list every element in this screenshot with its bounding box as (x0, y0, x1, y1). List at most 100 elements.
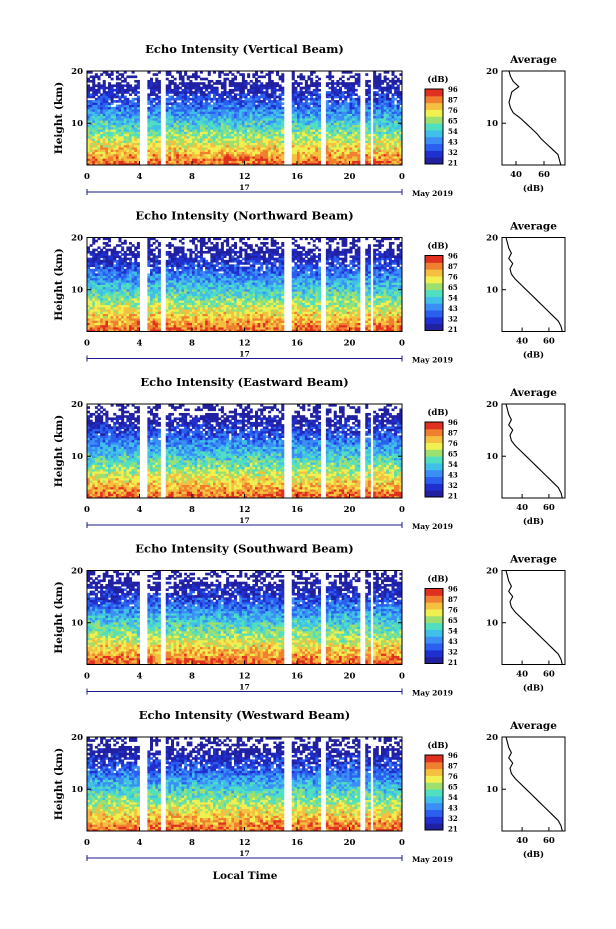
colorbar-segment (425, 768, 443, 776)
colorbar-tick: 65 (448, 283, 458, 292)
colorbar-segment (425, 761, 443, 770)
profile-xlabel: (dB) (523, 516, 544, 527)
colorbar-segment (425, 296, 443, 304)
day-label: 17 (239, 683, 249, 692)
x-tick-label: 0 (84, 838, 90, 848)
x-tick-label: 20 (344, 339, 356, 349)
profile-frame (501, 70, 566, 166)
colorbar-segment (425, 442, 443, 450)
colorbar-segment (425, 615, 443, 624)
profile-x-tick: 40 (516, 670, 528, 680)
x-tick-label: 20 (344, 505, 356, 515)
colorbar-segment (425, 428, 443, 437)
x-tick-label: 0 (84, 172, 90, 182)
colorbar-segment (425, 588, 443, 596)
profile-xlabel: (dB) (523, 183, 544, 194)
profile-x-tick: 40 (516, 836, 528, 846)
colorbar-tick: 54 (448, 460, 458, 469)
colorbar-tick: 54 (448, 627, 458, 636)
colorbar-tick: 87 (448, 595, 458, 604)
colorbar-tick: 87 (448, 262, 458, 271)
profile-y-tick: 20 (486, 67, 498, 77)
colorbar-segment (425, 649, 443, 658)
colorbar-tick: 96 (448, 418, 458, 427)
colorbar-segment (425, 282, 443, 291)
colorbar-segment (425, 643, 443, 651)
x-tick-label: 16 (291, 172, 303, 182)
x-tick-label: 8 (189, 672, 195, 682)
heatmap (87, 404, 403, 499)
colorbar-tick: 32 (448, 814, 458, 823)
x-tick-label: 4 (137, 339, 143, 349)
y-tick-label: 10 (71, 785, 83, 795)
date-label: May 2019 (412, 189, 453, 198)
colorbar-tick: 76 (448, 772, 458, 781)
profile-line (508, 70, 562, 166)
colorbar-tick: 21 (448, 325, 458, 334)
panel-title: Echo Intensity (Southward Beam) (135, 542, 353, 556)
colorbar-segment (425, 129, 443, 138)
colorbar-segment (425, 255, 443, 263)
colorbar-segment (425, 602, 443, 610)
x-tick-label: 0 (399, 505, 405, 515)
x-tick-label: 16 (291, 672, 303, 682)
colorbar-segment (425, 476, 443, 484)
colorbar-segment (425, 143, 443, 151)
date-label: May 2019 (412, 855, 453, 864)
profile-line (505, 570, 563, 665)
panel-1: Echo Intensity (Northward Beam) 20 10 0 4 8 12… (53, 209, 566, 365)
profile-y-tick: 10 (486, 785, 498, 795)
profile-x-tick: 60 (543, 337, 555, 347)
colorbar-segment (425, 303, 443, 311)
day-label: 17 (239, 350, 249, 359)
x-tick-label: 8 (189, 339, 195, 349)
colorbar-tick: 96 (448, 585, 458, 594)
colorbar-tick: 32 (448, 315, 458, 324)
colorbar-tick: 87 (448, 429, 458, 438)
profile-line (505, 403, 563, 499)
panel-3: Echo Intensity (Southward Beam) 20 10 0 4 8 12… (53, 542, 566, 698)
colorbar-frame (424, 88, 444, 165)
colorbar-tick: 87 (448, 96, 458, 105)
profile-title: Average (509, 720, 557, 732)
x-tick-label: 16 (291, 339, 303, 349)
colorbar-segment (425, 802, 443, 811)
date-label: May 2019 (412, 522, 453, 531)
colorbar-unit: (dB) (427, 407, 448, 418)
colorbar-tick: 43 (448, 471, 458, 480)
profile-frame (501, 237, 566, 332)
y-axis-label: Height (km) (53, 82, 65, 154)
profile-frame (501, 570, 566, 665)
date-label: May 2019 (412, 689, 453, 698)
day-label: 17 (239, 516, 249, 525)
profile-x-tick: 60 (543, 836, 555, 846)
y-tick-label: 10 (71, 452, 83, 462)
y-axis-label: Height (km) (53, 748, 65, 820)
panel-title: Echo Intensity (Eastward Beam) (140, 375, 348, 389)
colorbar-segment (425, 809, 443, 817)
profile-line (505, 237, 563, 332)
colorbar-tick: 96 (448, 751, 458, 760)
x-tick-label: 8 (189, 505, 195, 515)
x-tick-label: 0 (399, 172, 405, 182)
colorbar-segment (425, 109, 443, 117)
panel-title: Echo Intensity (Westward Beam) (139, 708, 350, 722)
profile-x-tick: 60 (543, 503, 555, 513)
day-label: 17 (239, 849, 249, 858)
x-tick-label: 0 (399, 838, 405, 848)
colorbar-frame (424, 588, 444, 664)
y-tick-label: 10 (71, 119, 83, 129)
colorbar-unit: (dB) (427, 740, 448, 751)
colorbar-frame (424, 255, 444, 331)
colorbar-segment (425, 456, 443, 464)
colorbar-segment (425, 789, 443, 797)
panel-title: Echo Intensity (Vertical Beam) (145, 42, 344, 56)
profile-title: Average (509, 554, 557, 566)
colorbar-tick: 54 (448, 294, 458, 303)
colorbar-segment (425, 316, 443, 325)
profile-y-tick: 10 (486, 286, 498, 296)
x-tick-label: 4 (137, 505, 143, 515)
